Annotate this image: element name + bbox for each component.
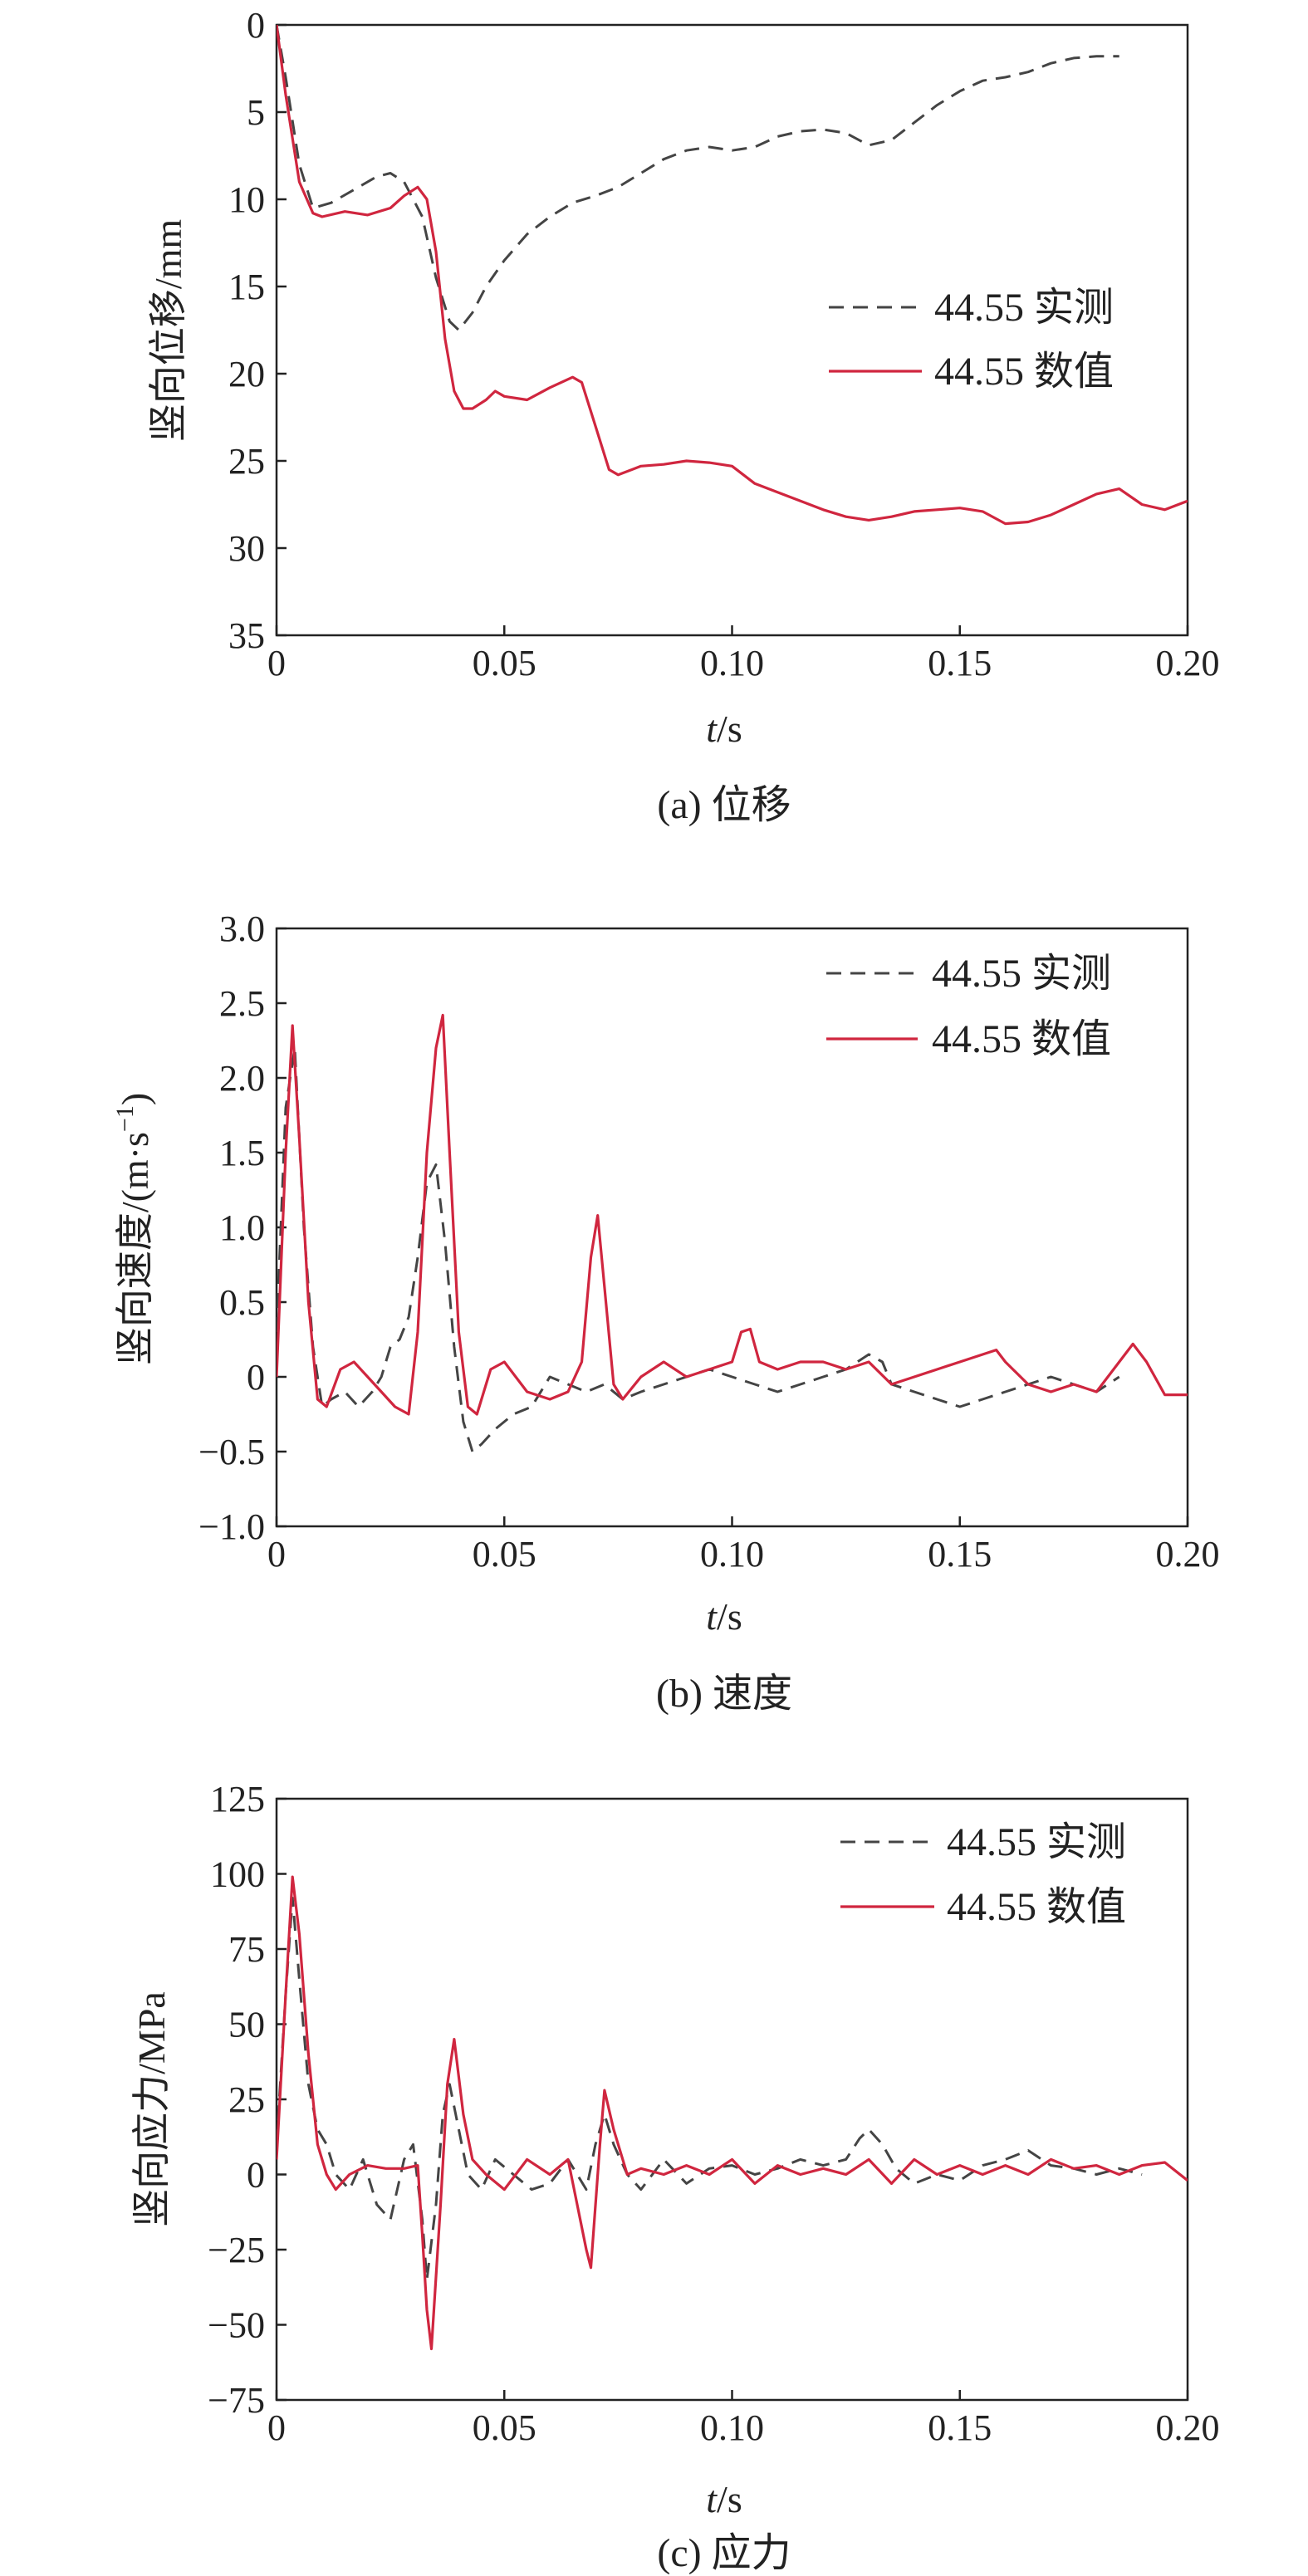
panel-stress: 竖向应力/MPa t/s (c) 应力 44.55 实测 44.55 数值 0 0… — [130, 1779, 1220, 2575]
series-line-measured-velocity — [277, 1046, 1120, 1453]
x-axis-var-displacement: t — [706, 708, 718, 750]
y-tick-label-displacement: 10 — [228, 179, 265, 220]
x-tick-label-velocity: 0.05 — [473, 1534, 536, 1574]
x-tick-label-stress: 0.10 — [700, 2407, 764, 2448]
x-tick-label-stress: 0.20 — [1156, 2407, 1220, 2448]
series-line-numerical-displacement — [277, 25, 1188, 526]
series-line-numerical-velocity — [277, 1013, 1188, 1416]
y-tick-label-velocity: 2.5 — [219, 983, 265, 1024]
y-tick-label-velocity: 1.0 — [219, 1207, 265, 1248]
y-tick-label-displacement: 0 — [247, 5, 265, 46]
y-axis-label-displacement: 竖向位移/mm — [147, 219, 189, 443]
y-tick-label-velocity: 3.0 — [219, 908, 265, 949]
y-axis-label-velocity-main: 竖向速度/(m·s — [114, 1132, 156, 1365]
y-tick-label-stress: 100 — [210, 1854, 265, 1895]
y-tick-label-stress: 0 — [247, 2155, 265, 2196]
x-axis-unit-velocity: /s — [717, 1595, 742, 1638]
legend-displacement: 44.55 实测 44.55 数值 — [829, 286, 1114, 394]
y-tick-label-stress: 125 — [210, 1779, 265, 1819]
y-tick-label-displacement: 20 — [228, 354, 265, 394]
x-tick-label-displacement: 0.20 — [1156, 643, 1220, 683]
y-tick-label-stress: 25 — [228, 2079, 265, 2120]
y-tick-label-displacement: 15 — [228, 267, 265, 307]
panel-displacement: 竖向位移/mm t/s (a) 位移 44.55 实测 44.55 数值 0 0.… — [147, 5, 1220, 827]
y-tick-label-stress: −75 — [208, 2380, 265, 2421]
y-tick-label-displacement: 5 — [247, 92, 265, 133]
y-tick-label-velocity: 1.5 — [219, 1133, 265, 1173]
y-tick-label-displacement: 30 — [228, 528, 265, 569]
series-line-measured-displacement — [277, 25, 1119, 331]
caption-stress: (c) 应力 — [657, 2531, 791, 2575]
series-line-numerical-stress — [277, 1875, 1188, 2351]
y-axis-label-stress: 竖向应力/MPa — [130, 1991, 173, 2227]
y-tick-label-velocity: −1.0 — [198, 1506, 265, 1547]
y-tick-label-velocity: 0 — [247, 1357, 265, 1398]
legend-label-measured: 44.55 实测 — [934, 286, 1114, 330]
y-tick-label-stress: −25 — [208, 2230, 265, 2270]
y-tick-label-displacement: 35 — [228, 615, 265, 656]
panel-velocity: 竖向速度/(m·s−1) t/s (b) 速度 44.55 实测 44.55 数… — [111, 908, 1220, 1716]
y-axis-label-velocity-close: ) — [114, 1093, 156, 1105]
x-tick-label-displacement: 0.10 — [700, 643, 764, 683]
legend-label-measured: 44.55 实测 — [932, 952, 1111, 996]
y-axis-label-velocity-sup: −1 — [111, 1105, 139, 1132]
legend-label-measured: 44.55 实测 — [947, 1820, 1126, 1864]
y-tick-label-velocity: 0.5 — [219, 1282, 265, 1323]
x-axis-var-velocity: t — [706, 1595, 718, 1638]
x-axis-unit-stress: /s — [717, 2478, 742, 2520]
x-tick-label-displacement: 0.05 — [473, 643, 536, 683]
x-tick-label-velocity: 0.20 — [1156, 1534, 1220, 1574]
caption-displacement: (a) 位移 — [657, 783, 791, 827]
y-tick-label-displacement: 25 — [228, 441, 265, 482]
x-tick-label-stress: 0.15 — [928, 2407, 992, 2448]
y-tick-label-stress: 50 — [228, 2005, 265, 2045]
x-axis-var-stress: t — [706, 2478, 718, 2520]
x-tick-label-stress: 0 — [267, 2407, 286, 2448]
plot-frame-displacement — [275, 23, 1189, 637]
series-line-measured-stress — [277, 1897, 1143, 2281]
x-tick-label-velocity: 0.10 — [700, 1534, 764, 1574]
legend-label-numerical: 44.55 数值 — [947, 1885, 1126, 1929]
x-tick-label-displacement: 0 — [267, 643, 286, 683]
legend-label-numerical: 44.55 数值 — [934, 350, 1114, 394]
y-tick-label-velocity: 2.0 — [219, 1058, 265, 1099]
caption-velocity: (b) 速度 — [656, 1672, 792, 1716]
x-axis-label-velocity: t/s — [706, 1595, 742, 1638]
y-axis-label-velocity: 竖向速度/(m·s−1) — [111, 1093, 156, 1365]
x-tick-label-stress: 0.05 — [473, 2407, 536, 2448]
x-tick-label-velocity: 0.15 — [928, 1534, 992, 1574]
legend-label-numerical: 44.55 数值 — [932, 1017, 1111, 1061]
y-tick-label-stress: 75 — [228, 1929, 265, 1970]
x-axis-label-displacement: t/s — [706, 708, 742, 750]
x-tick-label-displacement: 0.15 — [928, 643, 992, 683]
y-tick-label-velocity: −0.5 — [198, 1432, 265, 1472]
legend-stress: 44.55 实测 44.55 数值 — [840, 1820, 1126, 1929]
x-axis-unit-displacement: /s — [717, 708, 742, 750]
x-tick-label-velocity: 0 — [267, 1534, 286, 1574]
y-tick-label-stress: −50 — [208, 2305, 265, 2346]
x-axis-label-stress: t/s — [706, 2478, 742, 2520]
legend-velocity: 44.55 实测 44.55 数值 — [826, 952, 1111, 1061]
